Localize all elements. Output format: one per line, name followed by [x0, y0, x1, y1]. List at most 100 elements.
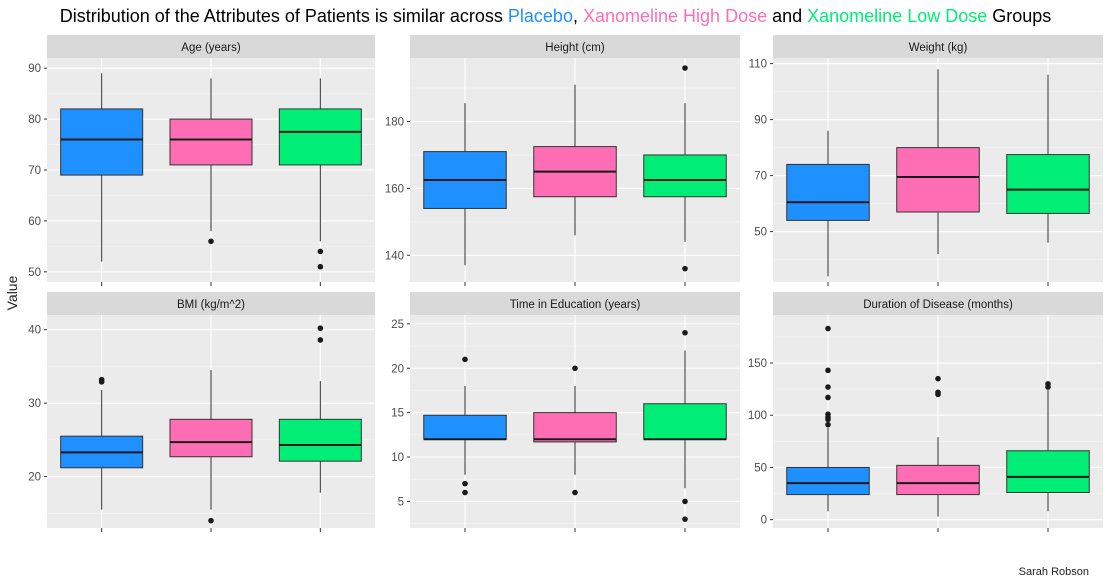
iqr-box — [169, 118, 253, 166]
outlier-point — [682, 498, 688, 505]
y-tick-label: 25 — [391, 319, 404, 331]
box-low-dose — [1006, 74, 1090, 243]
facet-strip — [47, 35, 375, 58]
y-tick-label: 10 — [391, 452, 404, 464]
iqr-box — [1006, 154, 1090, 214]
y-tick-label: 70 — [754, 171, 767, 183]
outlier-point — [572, 489, 578, 496]
iqr-box — [60, 108, 144, 176]
box-placebo — [60, 73, 144, 262]
box-low-dose — [278, 78, 362, 270]
y-tick-label: 50 — [754, 462, 767, 474]
facet-title: Height (cm) — [545, 42, 605, 54]
panel-3: Weight (kg) 50 70 90 110 — [749, 35, 1103, 286]
outlier-point — [682, 65, 688, 71]
facet-strip — [47, 292, 375, 315]
y-tick-label: 80 — [28, 114, 41, 126]
box-high-dose — [169, 370, 253, 524]
title-low-dose: Xanomeline Low Dose — [807, 6, 988, 26]
facet-strip — [773, 35, 1103, 58]
y-tick-label: 140 — [385, 250, 404, 262]
box-high-dose — [533, 84, 617, 236]
outlier-point — [317, 263, 324, 270]
outlier-point — [825, 421, 831, 428]
y-tick-label: 50 — [28, 267, 41, 279]
iqr-box — [533, 412, 617, 443]
outlier-point — [825, 367, 831, 374]
y-tick-label: 180 — [385, 117, 404, 129]
facet-strip — [410, 292, 740, 315]
box-low-dose — [1006, 381, 1090, 512]
y-tick-label: 90 — [754, 115, 767, 127]
outlier-point — [462, 356, 468, 363]
iqr-box — [278, 108, 362, 166]
outlier-point — [462, 480, 468, 487]
y-tick-label: 20 — [391, 363, 404, 375]
outlier-point — [935, 375, 941, 382]
outlier-point — [208, 517, 214, 524]
box-placebo — [786, 130, 870, 277]
facet-strip — [773, 292, 1103, 315]
outlier-point — [572, 365, 578, 372]
iqr-box — [643, 403, 727, 440]
y-tick-label: 30 — [28, 398, 41, 410]
outlier-point — [317, 337, 324, 343]
outlier-point — [462, 489, 468, 496]
author-credit: Sarah Robson — [1018, 566, 1089, 578]
y-tick-label: 70 — [28, 165, 41, 177]
title-placebo: Placebo — [507, 6, 573, 26]
outlier-point — [682, 329, 688, 336]
title-prefix: Distribution of the Attributes of Patien… — [59, 6, 508, 26]
box-placebo — [786, 325, 870, 512]
facet-title: Weight (kg) — [909, 42, 968, 54]
facet-title: Duration of Disease (months) — [863, 299, 1013, 311]
panel-4: BMI (kg/m^2) 20 30 40 — [28, 292, 375, 532]
iqr-box — [643, 154, 727, 198]
box-placebo — [60, 376, 144, 510]
box-high-dose — [169, 78, 253, 245]
outlier-point — [682, 265, 688, 272]
chart-title: Distribution of the Attributes of Patien… — [0, 6, 1111, 27]
outlier-point — [935, 391, 941, 398]
outlier-point — [825, 394, 831, 401]
box-high-dose — [896, 375, 980, 517]
y-tick-label: 5 — [398, 496, 404, 508]
y-tick-label: 160 — [385, 183, 404, 195]
panel-6: Duration of Disease (months) 0 50 100 150 — [748, 292, 1103, 532]
panel-5: Time in Education (years) 5 10 15 20 25 — [391, 292, 740, 532]
outlier-point — [825, 416, 831, 423]
iqr-box — [1006, 450, 1090, 493]
iqr-box — [278, 418, 362, 462]
outlier-point — [825, 325, 831, 332]
box-high-dose — [533, 365, 617, 496]
box-low-dose — [278, 325, 362, 493]
box-placebo — [423, 103, 507, 266]
outlier-point — [317, 248, 324, 255]
outlier-point — [682, 516, 688, 522]
y-tick-label: 20 — [28, 472, 41, 484]
title-sep1: , — [572, 6, 583, 26]
panel-1: Age (years) 50 60 70 80 90 — [28, 35, 375, 286]
outlier-point — [317, 325, 324, 332]
y-tick-label: 40 — [28, 325, 41, 337]
iqr-box — [169, 418, 253, 458]
y-tick-label: 15 — [391, 408, 404, 420]
box-low-dose — [643, 65, 727, 272]
y-tick-label: 150 — [748, 358, 767, 370]
iqr-box — [423, 414, 507, 440]
outlier-point — [208, 238, 214, 245]
iqr-box — [786, 163, 870, 221]
facet-title: Age (years) — [181, 42, 241, 54]
box-placebo — [423, 356, 507, 496]
panel-2: Height (cm) 140 160 180 — [385, 35, 740, 286]
title-suffix: Groups — [987, 6, 1052, 26]
y-tick-label: 110 — [749, 59, 767, 71]
y-tick-label: 60 — [28, 216, 41, 228]
box-high-dose — [896, 69, 980, 254]
outlier-point — [98, 379, 105, 385]
y-tick-label: 100 — [748, 410, 767, 422]
title-high-dose: Xanomeline High Dose — [582, 6, 768, 26]
iqr-box — [786, 466, 870, 496]
y-tick-label: 50 — [754, 227, 767, 239]
